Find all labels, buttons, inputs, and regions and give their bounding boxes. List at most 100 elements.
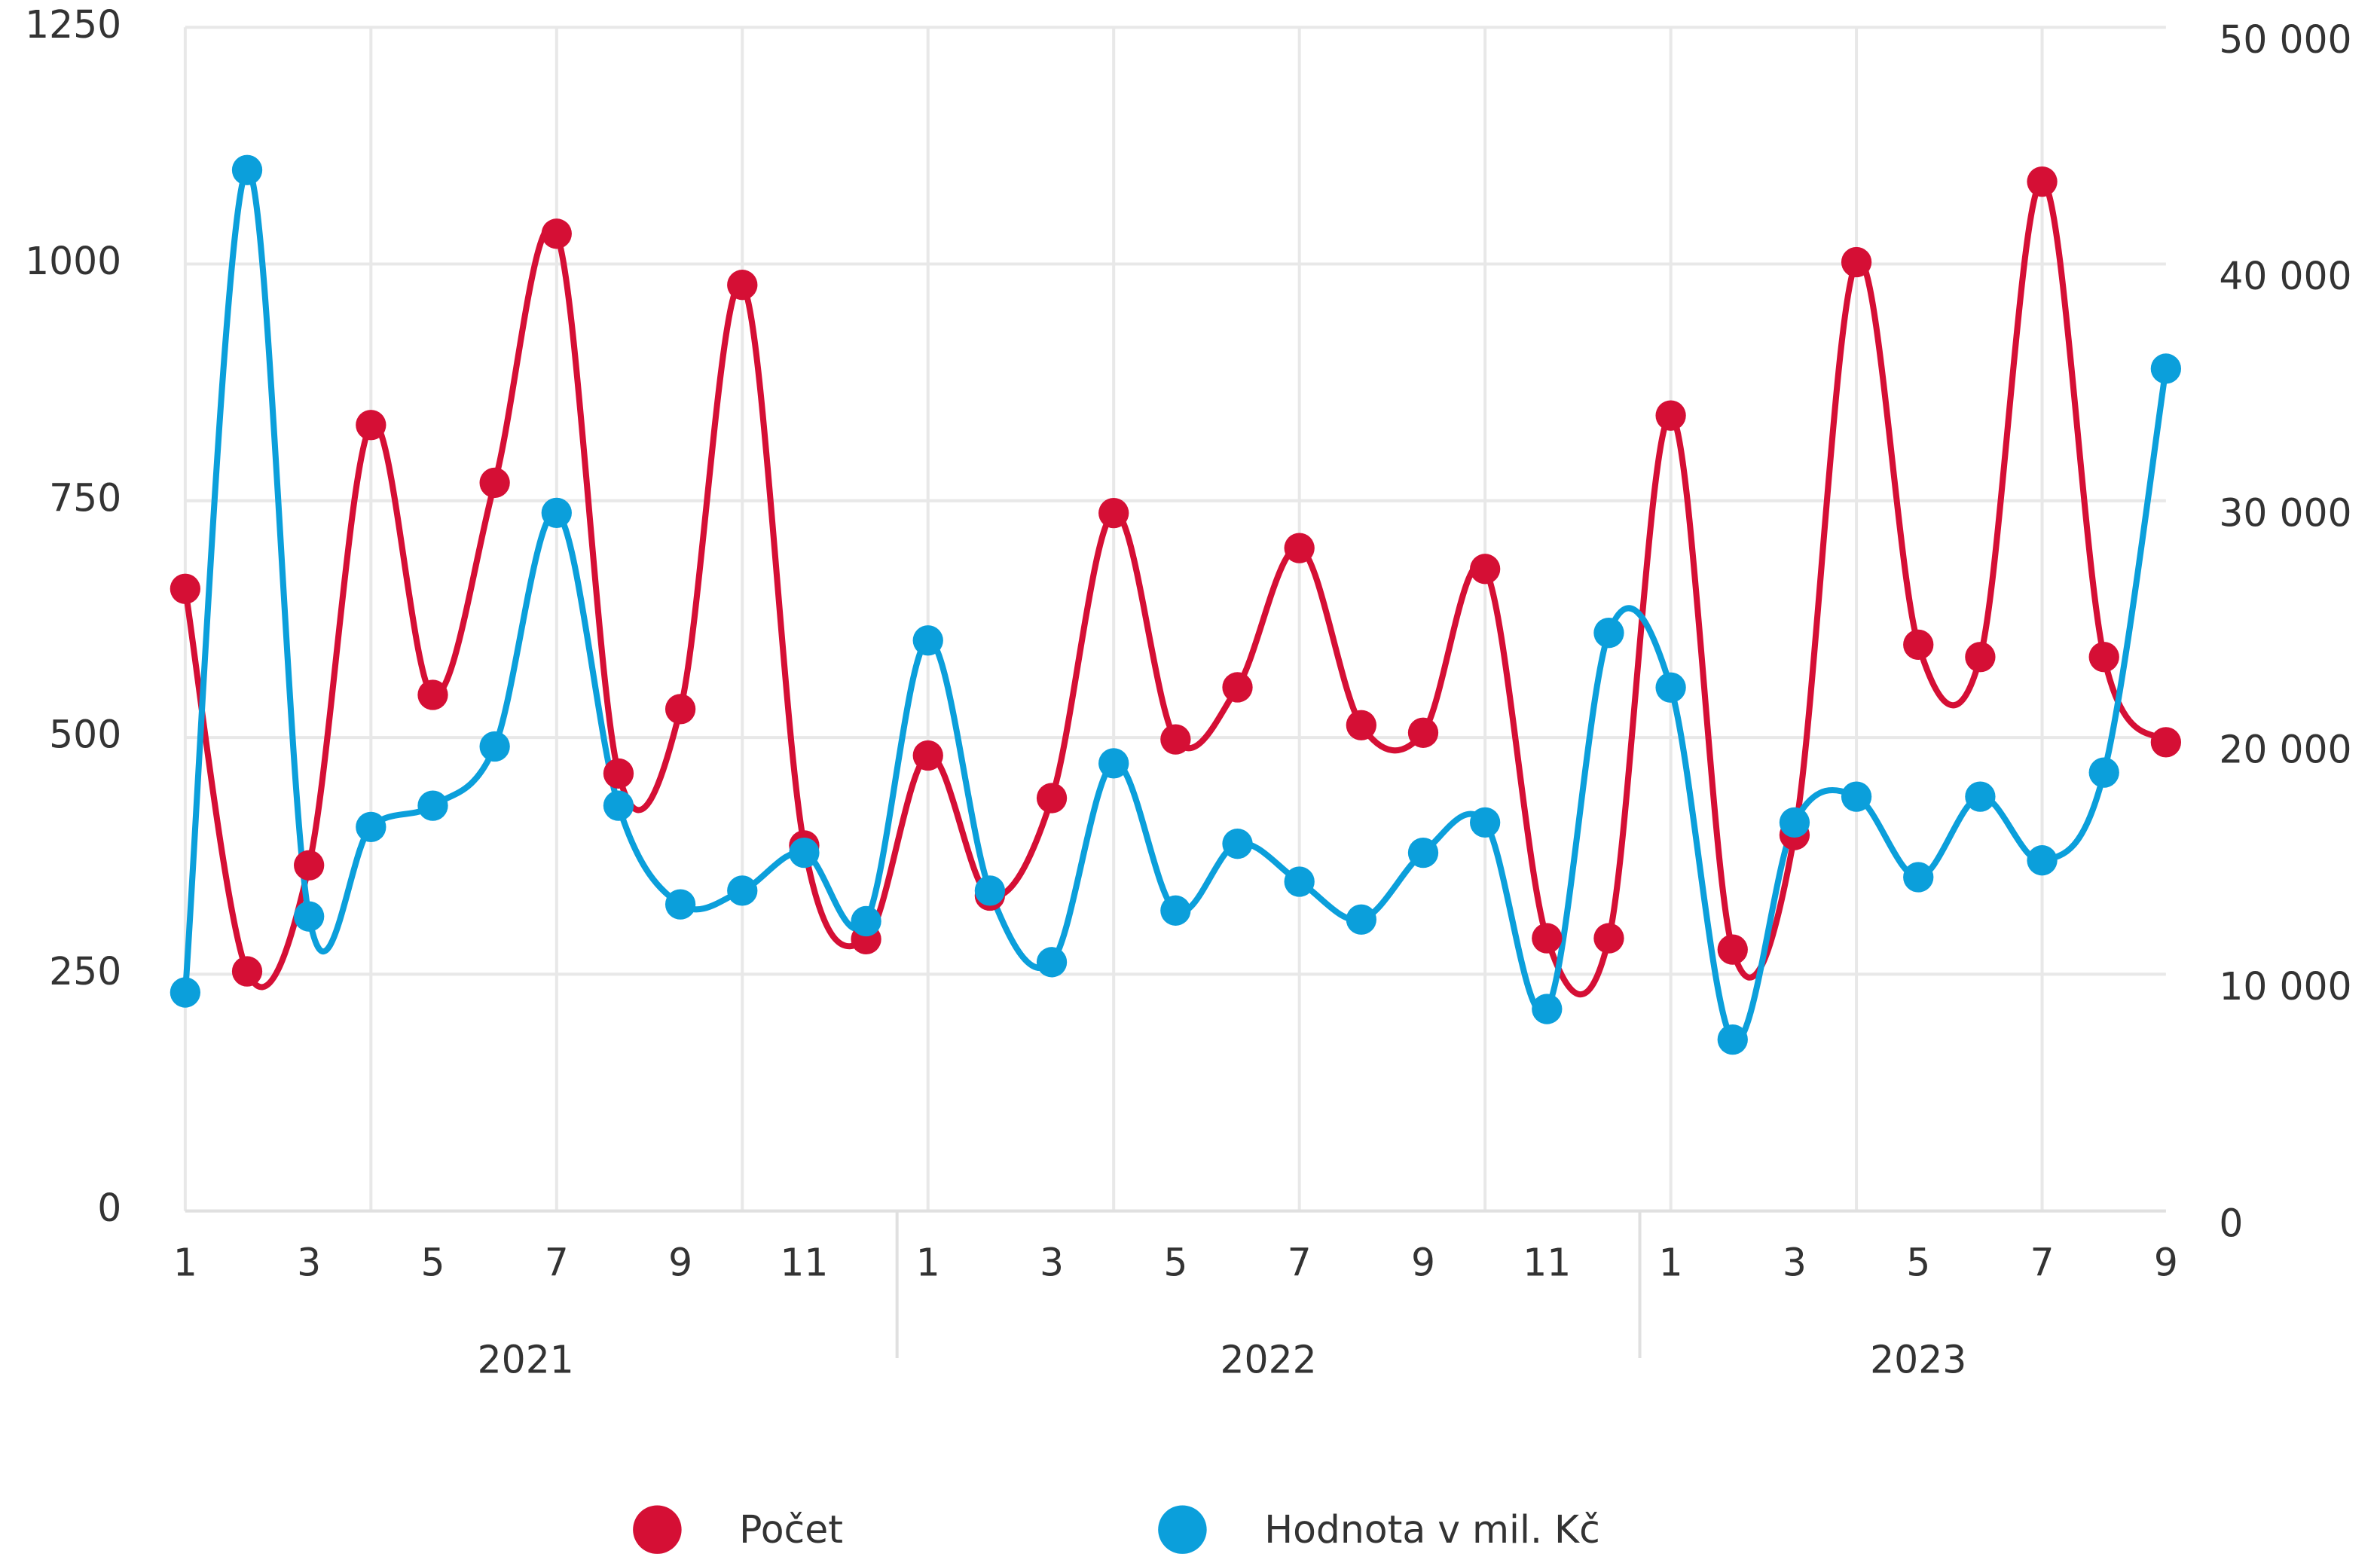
data-point — [294, 850, 325, 881]
y-tick-label: 750 — [49, 475, 121, 520]
data-point — [1346, 904, 1376, 935]
data-point — [541, 218, 572, 249]
y-tick-label: 500 — [49, 713, 121, 757]
data-point — [1593, 923, 1624, 954]
y2-tick-label: 30 000 — [2219, 490, 2351, 535]
data-point — [912, 625, 943, 656]
data-point — [727, 270, 758, 301]
data-point — [1160, 895, 1191, 926]
data-point — [170, 977, 201, 1008]
data-point — [1655, 672, 1686, 703]
series-line — [182, 179, 2169, 998]
x-tick-label: 3 — [1040, 1241, 1064, 1285]
y-tick-label: 1250 — [25, 2, 121, 47]
x-tick-label: 5 — [1163, 1241, 1187, 1285]
data-point — [1160, 724, 1191, 755]
data-point — [1841, 781, 1872, 812]
data-point — [1222, 829, 1253, 859]
data-point — [1036, 783, 1068, 814]
data-point — [851, 905, 881, 937]
data-point — [2027, 845, 2058, 876]
x-tick-label: 11 — [1523, 1241, 1571, 1285]
data-point — [2088, 642, 2119, 673]
data-point — [1469, 554, 1501, 585]
y-tick-label: 1000 — [25, 239, 121, 283]
data-point — [1903, 629, 1934, 661]
data-point — [665, 694, 696, 725]
data-point — [1346, 710, 1376, 740]
data-point — [231, 154, 263, 185]
data-point — [541, 497, 572, 528]
x-tick-label: 1 — [916, 1241, 940, 1285]
legend-label: Počet — [739, 1507, 843, 1552]
data-point — [356, 811, 386, 843]
x-tick-label: 3 — [297, 1241, 321, 1285]
y2-tick-label: 40 000 — [2219, 254, 2351, 298]
x-tick-label: 7 — [1288, 1241, 1312, 1285]
data-point — [1284, 866, 1315, 897]
x-tick-label: 9 — [2154, 1241, 2178, 1285]
data-point — [1717, 934, 1748, 965]
year-label: 2022 — [1221, 1338, 1317, 1382]
y-tick-label: 250 — [49, 949, 121, 994]
data-point — [974, 875, 1006, 906]
data-point — [1903, 862, 1934, 893]
x-tick-label: 7 — [2030, 1241, 2055, 1285]
y2-tick-label: 50 000 — [2219, 17, 2351, 62]
data-point — [2150, 353, 2182, 384]
data-point — [789, 837, 820, 869]
data-point — [1593, 618, 1624, 649]
data-point — [231, 956, 263, 987]
year-label: 2021 — [478, 1338, 574, 1382]
data-point — [1655, 400, 1686, 431]
data-point — [1098, 498, 1129, 529]
data-point — [2088, 757, 2119, 788]
y2-tick-label: 20 000 — [2219, 728, 2351, 772]
data-point — [1965, 781, 1996, 812]
data-point — [603, 758, 634, 789]
x-tick-label: 1 — [173, 1241, 197, 1285]
x-tick-label: 1 — [1659, 1241, 1683, 1285]
data-point — [1779, 807, 1810, 838]
data-point — [1532, 923, 1563, 954]
x-tick-label: 5 — [420, 1241, 445, 1285]
data-point — [417, 790, 448, 821]
legend-marker — [1158, 1505, 1207, 1554]
data-point — [1532, 994, 1563, 1024]
data-point — [1036, 947, 1068, 978]
data-point — [294, 901, 325, 932]
data-point — [1965, 642, 1996, 673]
data-point — [479, 467, 510, 499]
y2-tick-label: 10 000 — [2219, 964, 2351, 1009]
data-point — [1222, 672, 1253, 703]
data-point — [356, 410, 386, 441]
data-point — [912, 740, 943, 771]
data-point — [665, 889, 696, 920]
x-tick-label: 5 — [1906, 1241, 1930, 1285]
y-tick-label: 0 — [97, 1186, 121, 1230]
x-tick-label: 7 — [545, 1241, 569, 1285]
data-point — [603, 790, 634, 821]
x-tick-label: 3 — [1783, 1241, 1807, 1285]
legend-marker — [633, 1505, 682, 1554]
data-point — [2150, 727, 2182, 758]
data-point — [479, 731, 510, 762]
x-tick-label: 11 — [780, 1241, 828, 1285]
data-point — [727, 875, 758, 906]
data-point — [1841, 246, 1872, 278]
data-point — [1407, 837, 1439, 869]
x-tick-label: 9 — [668, 1241, 692, 1285]
data-point — [2027, 166, 2058, 197]
year-label: 2023 — [1870, 1338, 1966, 1382]
y2-tick-label: 0 — [2219, 1201, 2243, 1245]
x-tick-label: 9 — [1411, 1241, 1435, 1285]
legend-label: Hodnota v mil. Kč — [1264, 1507, 1600, 1552]
data-point — [1717, 1024, 1748, 1055]
data-point — [1098, 748, 1129, 779]
data-point — [170, 573, 201, 604]
data-point — [1469, 807, 1501, 838]
data-point — [417, 679, 448, 710]
data-point — [1284, 533, 1315, 563]
data-point — [1407, 717, 1439, 748]
